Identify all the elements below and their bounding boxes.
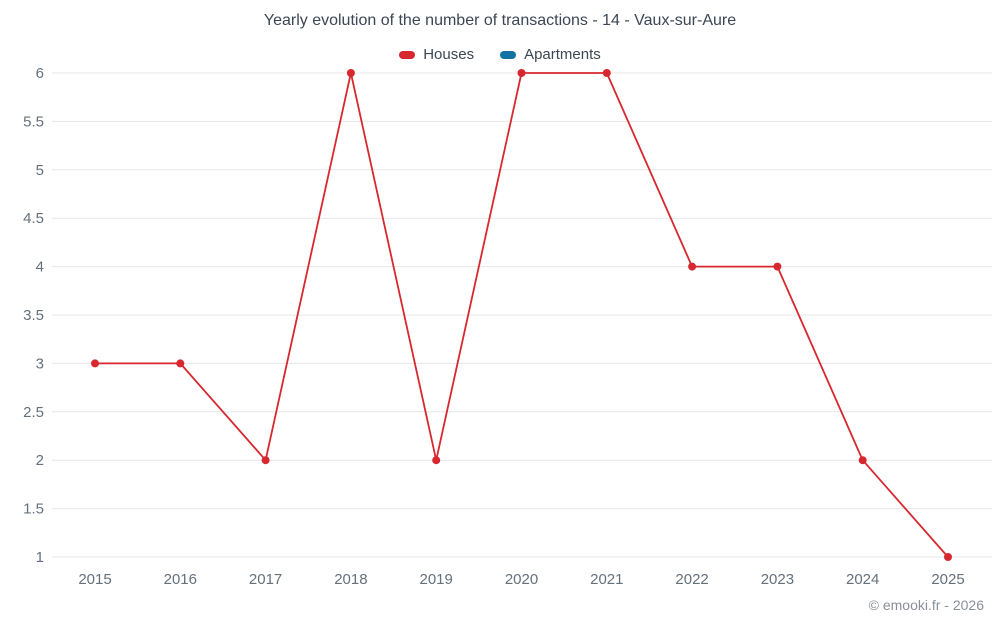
legend-item-apartments[interactable]: Apartments <box>500 46 601 63</box>
houses-data-point[interactable] <box>688 262 697 271</box>
legend-label-houses: Houses <box>423 46 475 63</box>
x-tick-label: 2023 <box>761 571 794 588</box>
houses-data-point[interactable] <box>91 359 99 368</box>
houses-data-point[interactable] <box>261 456 270 465</box>
y-tick-label: 1 <box>36 549 44 566</box>
x-tick-label: 2016 <box>164 571 197 588</box>
y-tick-label: 3 <box>36 355 44 372</box>
y-tick-label: 2.5 <box>23 404 44 421</box>
x-tick-label: 2017 <box>249 571 282 588</box>
x-tick-label: 2025 <box>931 571 964 588</box>
x-tick-label: 2022 <box>675 571 708 588</box>
chart-legend: Houses Apartments <box>0 46 1000 63</box>
houses-data-point[interactable] <box>432 456 441 465</box>
x-tick-label: 2024 <box>846 571 879 588</box>
houses-data-point[interactable] <box>176 359 185 368</box>
houses-swatch-icon <box>399 50 416 59</box>
y-tick-label: 4.5 <box>23 210 44 227</box>
y-tick-label: 2 <box>36 452 44 469</box>
y-tick-label: 4 <box>36 259 44 276</box>
houses-data-point[interactable] <box>773 262 782 271</box>
y-tick-label: 5.5 <box>23 113 44 130</box>
x-tick-label: 2019 <box>420 571 453 588</box>
houses-data-point[interactable] <box>602 69 611 77</box>
houses-data-point[interactable] <box>858 456 867 465</box>
x-tick-label: 2018 <box>334 571 367 588</box>
y-tick-label: 5 <box>36 162 44 179</box>
watermark-credit: © emooki.fr - 2026 <box>868 597 984 613</box>
x-tick-label: 2020 <box>505 571 538 588</box>
houses-data-point[interactable] <box>944 553 952 561</box>
chart-title: Yearly evolution of the number of transa… <box>263 12 737 29</box>
legend-item-houses[interactable]: Houses <box>399 46 474 63</box>
y-tick-label: 1.5 <box>23 501 44 518</box>
apartments-swatch-icon <box>500 50 517 59</box>
x-tick-label: 2015 <box>78 571 111 588</box>
x-tick-label: 2021 <box>590 571 623 588</box>
y-tick-label: 3.5 <box>23 307 44 324</box>
houses-data-point[interactable] <box>346 69 355 77</box>
y-tick-label: 6 <box>36 65 44 82</box>
legend-label-apartments: Apartments <box>524 46 601 63</box>
houses-data-point[interactable] <box>517 69 526 77</box>
